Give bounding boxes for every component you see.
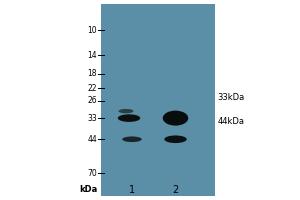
Ellipse shape	[164, 135, 187, 143]
Ellipse shape	[118, 114, 140, 122]
Text: 14: 14	[87, 51, 97, 60]
Text: 44: 44	[87, 135, 97, 144]
Text: 22: 22	[87, 84, 97, 93]
Text: 70: 70	[87, 169, 97, 178]
Ellipse shape	[118, 109, 134, 113]
Text: 33: 33	[87, 114, 97, 123]
Text: 1: 1	[129, 185, 135, 195]
Text: kDa: kDa	[80, 184, 98, 194]
Text: 10: 10	[87, 26, 97, 35]
Text: 18: 18	[87, 69, 97, 78]
Ellipse shape	[163, 111, 188, 126]
Ellipse shape	[122, 136, 142, 142]
Text: 33kDa: 33kDa	[218, 94, 245, 102]
Text: 2: 2	[172, 185, 178, 195]
Text: 44kDa: 44kDa	[218, 117, 244, 127]
Text: 26: 26	[87, 96, 97, 105]
Bar	[100, 4, 214, 196]
